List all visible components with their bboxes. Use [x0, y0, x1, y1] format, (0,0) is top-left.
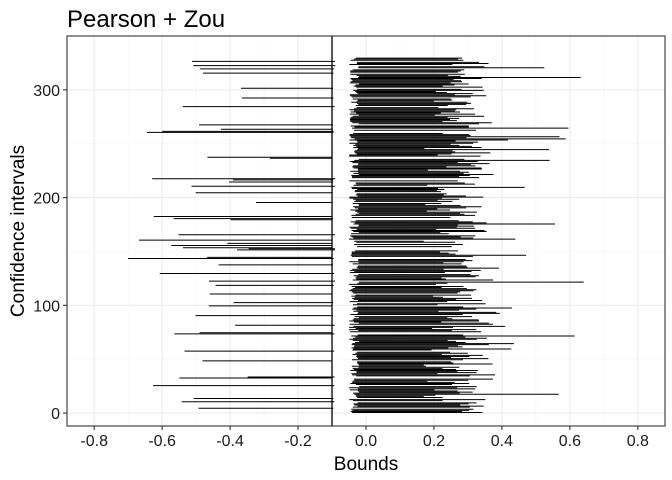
x-tick-label: 0.0 [355, 433, 377, 450]
y-tick-label: 300 [33, 83, 60, 100]
x-tick-label: -0.8 [80, 433, 108, 450]
x-tick-label: 0.8 [627, 433, 649, 450]
intervals [128, 57, 584, 414]
y-tick-label: 0 [51, 406, 60, 423]
x-tick-label: -0.6 [148, 433, 176, 450]
x-tick-label: 0.4 [491, 433, 513, 450]
y-tick-label: 200 [33, 191, 60, 208]
x-tick-label: 0.2 [423, 433, 445, 450]
y-axis-title: Confidence intervals [8, 145, 29, 317]
y-tick-label: 100 [33, 298, 60, 315]
x-tick-label: 0.6 [559, 433, 581, 450]
x-tick-label: -0.2 [284, 433, 312, 450]
x-tick-label: -0.4 [216, 433, 244, 450]
x-axis: -0.8 -0.6 -0.4 -0.2 0.0 0.2 0.4 0.6 0.8 [80, 426, 649, 450]
chart-title: Pearson + Zou [67, 6, 225, 33]
y-axis: 0 100 200 300 [33, 83, 67, 423]
x-axis-title: Bounds [334, 454, 398, 475]
